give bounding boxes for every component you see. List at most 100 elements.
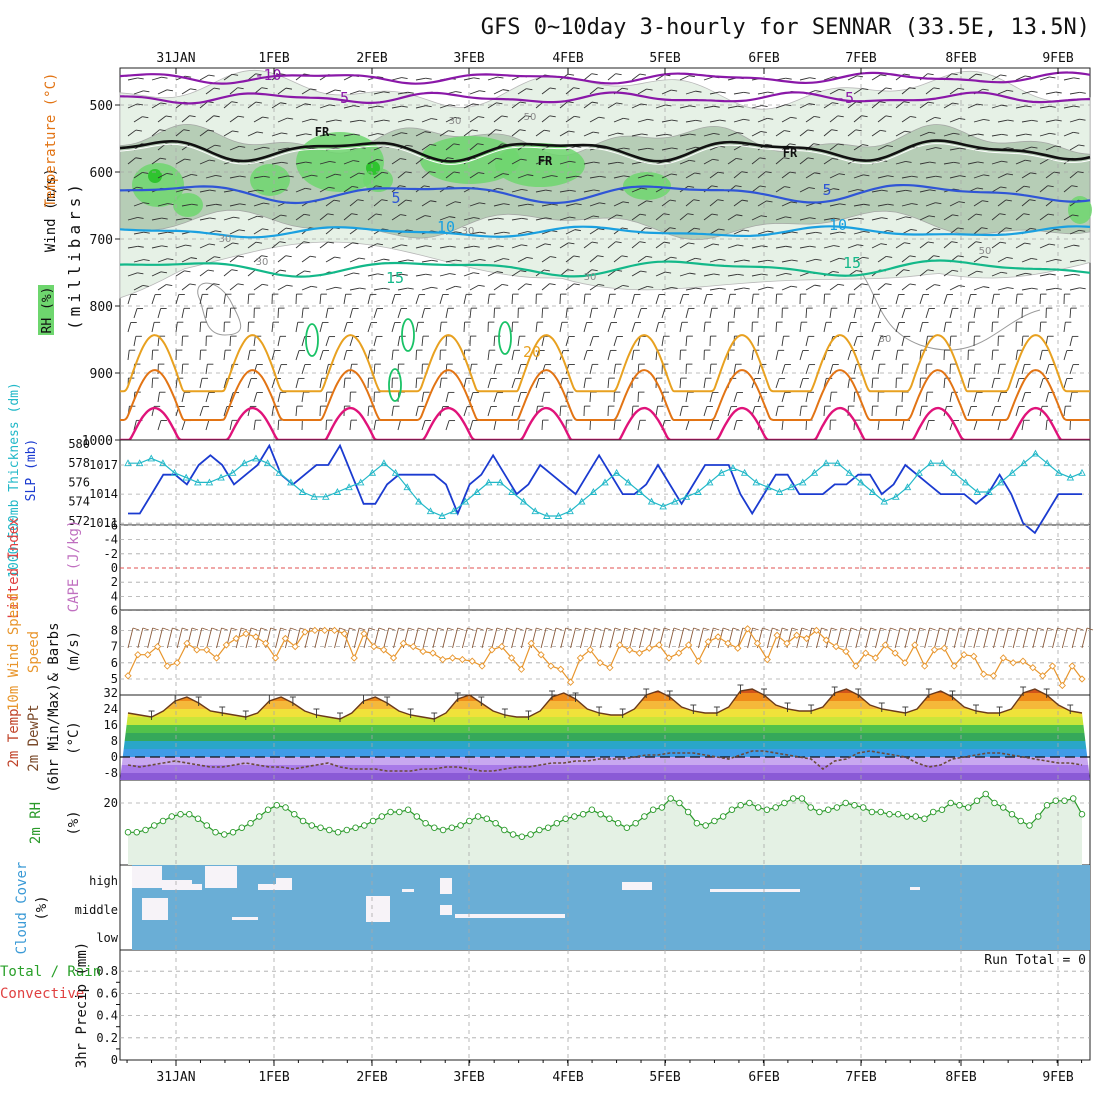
wind-barb [871,294,875,305]
wind-barb-feather [1024,75,1032,78]
wind-barb-feather [693,627,700,631]
wind-barb [343,186,353,193]
temp-tick-label: 0 [111,750,118,764]
wind-speed-point [832,642,840,651]
wind-barb-feather [1031,119,1038,122]
wind-barb [1015,272,1026,277]
wind-barb [343,294,347,305]
wind-barb-feather [862,88,869,90]
wind-speed-point [793,631,801,639]
wind-barb [1021,287,1032,291]
wind-barb [757,259,768,263]
wind-speed-point [1068,662,1076,670]
wind-barb-feather [639,213,647,216]
wind-barb-feather [453,171,460,174]
thickness-point [1020,459,1028,467]
rh2m-point [203,822,211,829]
wind-barb-feather [808,187,815,190]
wind-barb [301,255,311,263]
temp-unit-label: (°C) [66,721,82,755]
wind-barb-feather [791,259,798,262]
cape-label: CAPE (J/kg) [66,520,82,613]
wind-barb-feather [516,627,523,631]
wind-barb-feather [334,256,341,259]
wind-speed-point [1029,664,1037,672]
wind-barb [583,215,594,221]
wind-barb [607,350,611,361]
wind-label-2: Speed [26,631,42,673]
thickness-point [926,459,935,467]
wind-barb-feather [486,627,494,631]
wind-barb-feather [573,255,580,258]
wind-barb [919,161,930,165]
wind-barb [943,214,953,221]
rh2m-point [859,804,867,811]
wind-barb [829,89,840,95]
wind-barb [631,133,642,137]
wind-barb-feather [988,627,995,631]
wind-barb-feather [424,215,431,218]
wind-barb [703,213,713,221]
wind-barb-feather [885,283,892,286]
thickness-point [508,488,516,495]
wind-barb-feather [352,242,359,245]
wind-barb-feather [383,287,390,290]
wind-barb [709,91,720,95]
wind-barb-feather [1023,213,1030,216]
temp-contour-25 [119,369,1090,422]
wind-barb-feather [1000,186,1007,189]
cloud-unit-label: (%) [34,895,50,920]
wind-barb [775,406,779,417]
wind-barb-feather [856,75,864,78]
wind-barb [901,203,912,207]
wind-barb [973,227,982,235]
wind-barb [295,378,299,389]
wind-barb [949,308,953,319]
wind-barb [422,627,429,649]
wind-barb-feather [351,213,358,216]
wind-barb-feather [285,87,293,90]
wind-speed-point [458,655,467,664]
wind-barb [181,283,191,291]
wind-barb [1069,259,1080,263]
thickness-point [845,468,854,476]
wind-barb [607,294,611,305]
wind-barb [463,217,474,221]
wind-barb-feather [1079,229,1086,232]
thickness-point [124,459,132,467]
date-label-top: 6FEB [748,51,779,66]
wind-label-3: & Barbs [46,622,62,681]
wind-barb [637,147,648,151]
wind-barb-feather [353,272,360,275]
wind-barb-feather [167,203,174,206]
wind-barb [661,308,666,319]
wind-barb [133,116,143,123]
wind-barb-feather [983,118,990,121]
wind-barb [175,270,185,277]
wind-speed-point [242,630,250,638]
precip-tick-label: 0.2 [96,1031,118,1045]
wind-barb [1063,77,1074,81]
wind-barb [319,350,324,361]
wind-barb [1032,627,1039,649]
wind-barb [517,364,522,375]
wind-barb-feather [663,627,671,631]
wind-barb-feather [1055,91,1062,94]
wind-barb-feather [688,185,695,188]
wind-barb-feather [689,133,696,136]
rh2m-point [1017,817,1024,825]
slp-tick-label: 1017 [89,458,118,472]
wind-barb [229,115,239,123]
rh2m-point [641,813,648,820]
wind-barb [325,89,336,95]
wind-barb-feather [159,157,167,160]
wind-barb-feather [599,175,606,178]
wind-barb [919,406,923,417]
wind-barb [685,172,695,179]
wind-barb [661,173,672,179]
wind-barb-feather [327,213,334,216]
wind-barb-feather [671,147,678,150]
wind-barb [445,259,456,263]
wind-barb [775,322,778,333]
wind-barb [1021,119,1032,123]
